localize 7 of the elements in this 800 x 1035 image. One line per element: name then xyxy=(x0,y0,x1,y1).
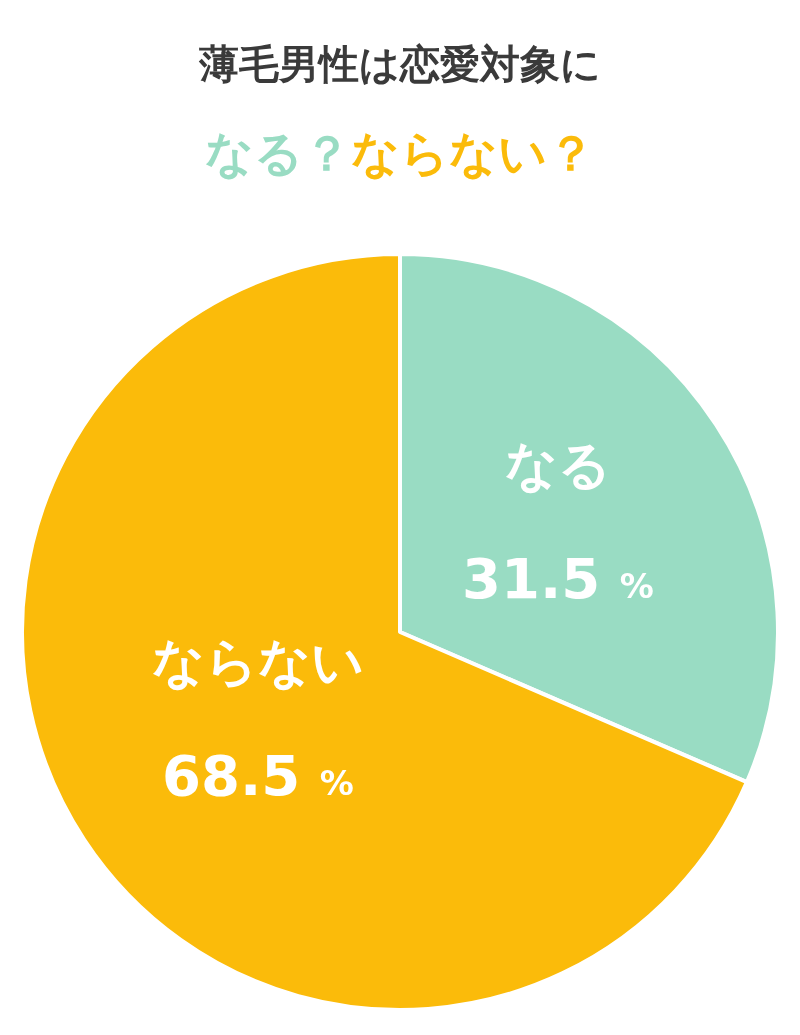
slice-label: ならない xyxy=(151,632,364,693)
slice-label: なる xyxy=(504,435,611,496)
chart-title: 薄毛男性は恋愛対象に xyxy=(198,41,601,87)
text: なる？ xyxy=(205,125,351,181)
data-label: 31.5 % xyxy=(462,546,654,612)
text: ならない？ xyxy=(351,125,595,181)
data-label: 68.5 % xyxy=(161,743,354,809)
